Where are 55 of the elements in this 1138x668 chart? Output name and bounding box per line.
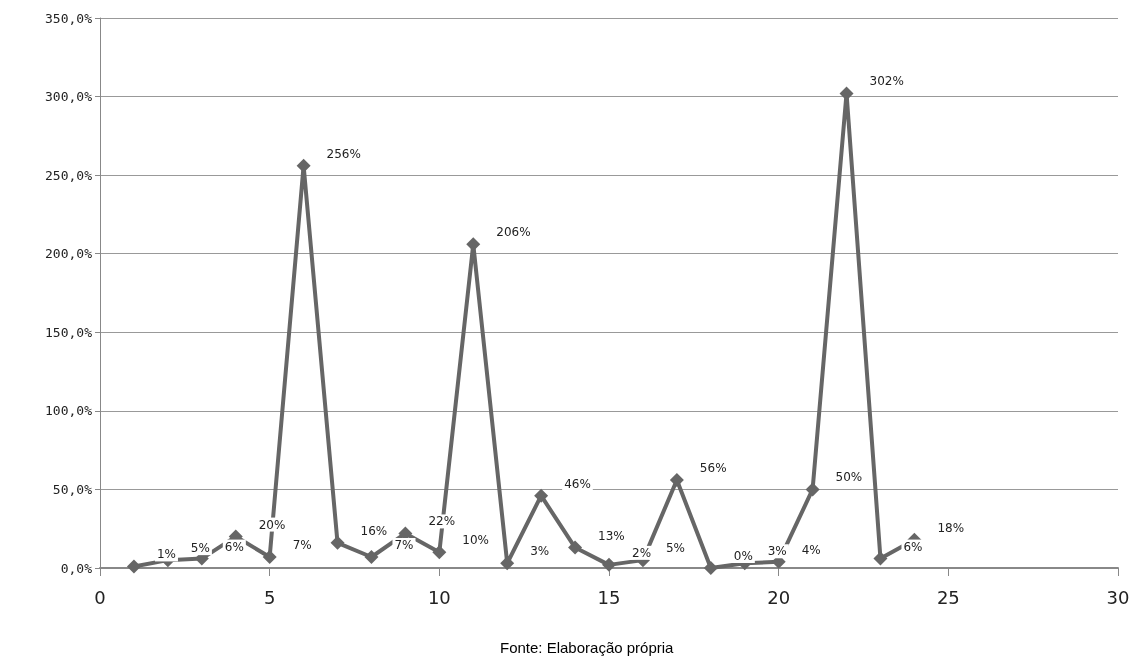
data-label: 3% [767, 544, 787, 559]
y-tick-label: 0,0% [60, 560, 93, 576]
x-tick-label: 25 [936, 586, 960, 608]
source-note: Fonte: Elaboração própria [500, 639, 675, 656]
data-label: 7% [292, 538, 312, 552]
data-label: 302% [869, 74, 904, 89]
y-tick-label: 150,0% [45, 324, 93, 340]
y-tick-label: 250,0% [45, 167, 93, 183]
y-tick-label: 350,0% [45, 10, 93, 26]
x-tick-label: 20 [767, 586, 791, 608]
data-label: 56% [699, 461, 727, 475]
data-label: 20% [258, 517, 286, 532]
point [500, 556, 515, 571]
data-label: 22% [428, 514, 456, 529]
data-label: 0% [733, 549, 753, 563]
point [568, 540, 583, 555]
point [669, 473, 684, 487]
point [873, 551, 888, 566]
data-label: 13% [598, 528, 625, 543]
point [330, 535, 345, 550]
data-label: 2% [632, 545, 652, 560]
point [534, 488, 549, 503]
x-tick-label: 15 [597, 586, 621, 608]
x-tick-label: 5 [263, 586, 276, 608]
data-label: 4% [801, 542, 821, 557]
point [364, 550, 379, 564]
data-label: 10% [462, 533, 490, 548]
data-label: 46% [564, 476, 591, 491]
point [296, 158, 311, 173]
y-tick-label: 300,0% [45, 89, 93, 105]
data-label: 5% [665, 541, 685, 556]
point [126, 559, 141, 574]
x-tick-label: 10 [427, 586, 451, 608]
y-tick-label: 50,0% [52, 481, 93, 497]
data-label: 6% [903, 539, 923, 554]
point [602, 557, 616, 572]
x-tick-label: 30 [1106, 586, 1130, 608]
point [432, 545, 447, 560]
data-label: 16% [360, 523, 388, 538]
data-label: 6% [224, 539, 244, 554]
point [262, 550, 277, 564]
point [805, 482, 820, 497]
data-label: 206% [496, 225, 531, 240]
data-label: 3% [530, 544, 550, 559]
y-tick-label: 100,0% [45, 403, 93, 419]
data-label: 1% [156, 547, 176, 562]
data-label: 18% [937, 520, 965, 535]
data-label: 7% [394, 538, 414, 552]
y-tick-label: 200,0% [45, 246, 93, 262]
point [839, 86, 854, 101]
data-label: 256% [326, 146, 361, 161]
data-label: 50% [835, 470, 863, 485]
x-tick-label: 0 [94, 586, 106, 608]
point [703, 561, 718, 575]
data-label: 5% [190, 541, 210, 556]
